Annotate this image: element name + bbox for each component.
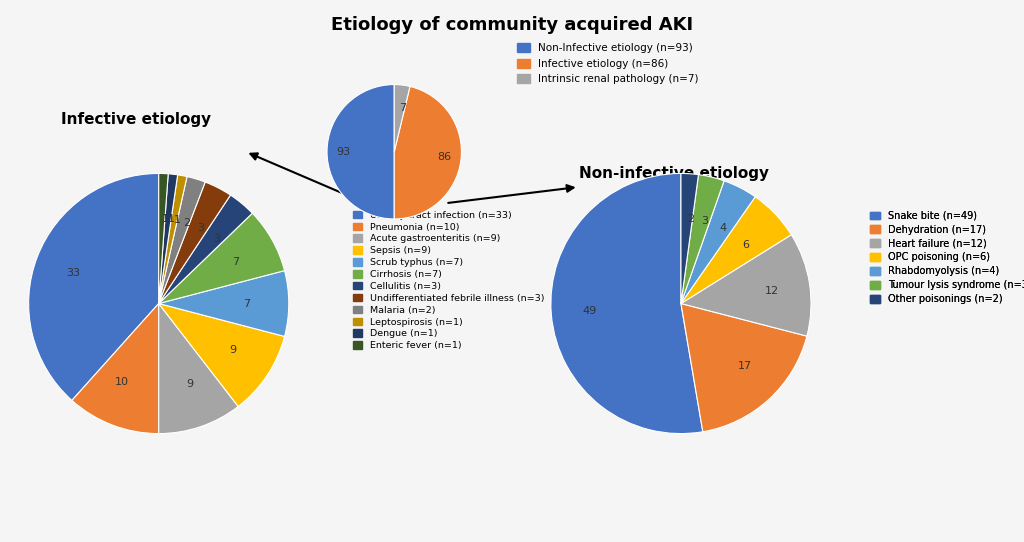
Wedge shape <box>681 181 756 304</box>
Wedge shape <box>159 304 285 406</box>
Text: 7: 7 <box>399 104 407 113</box>
Wedge shape <box>72 304 159 434</box>
Text: 1: 1 <box>168 215 175 224</box>
Text: Non-infective etiology: Non-infective etiology <box>579 166 769 181</box>
Text: 6: 6 <box>742 240 750 250</box>
Text: 33: 33 <box>66 268 80 278</box>
Text: 93: 93 <box>337 147 350 157</box>
Text: 1: 1 <box>162 214 169 224</box>
Wedge shape <box>159 173 168 304</box>
Wedge shape <box>681 175 724 304</box>
Legend: Snake bite (n=49), Dehydration (n=17), Heart failure (n=12), OPC poisoning (n=6): Snake bite (n=49), Dehydration (n=17), H… <box>870 211 1024 304</box>
Text: Infective etiology: Infective etiology <box>61 112 212 127</box>
Text: 4: 4 <box>720 223 727 233</box>
Wedge shape <box>159 195 252 304</box>
Text: Etiology of community acquired AKI: Etiology of community acquired AKI <box>331 16 693 34</box>
Text: 3: 3 <box>700 216 708 227</box>
Wedge shape <box>159 177 205 304</box>
Text: 10: 10 <box>115 377 129 388</box>
Text: 2: 2 <box>687 214 694 224</box>
Text: 17: 17 <box>738 361 753 371</box>
Wedge shape <box>681 197 792 304</box>
Wedge shape <box>159 175 187 304</box>
Text: 3: 3 <box>213 234 220 243</box>
Wedge shape <box>159 270 289 337</box>
Wedge shape <box>159 174 177 304</box>
Text: 7: 7 <box>244 299 251 308</box>
Wedge shape <box>681 235 811 336</box>
Wedge shape <box>681 173 698 304</box>
Text: 7: 7 <box>232 257 240 267</box>
Text: 1: 1 <box>174 215 181 225</box>
Wedge shape <box>327 85 394 219</box>
Wedge shape <box>29 173 159 401</box>
Wedge shape <box>159 213 285 304</box>
Wedge shape <box>159 304 239 434</box>
Wedge shape <box>159 182 230 304</box>
Wedge shape <box>394 86 462 219</box>
Wedge shape <box>551 173 702 434</box>
Text: 86: 86 <box>437 152 452 162</box>
Text: 3: 3 <box>198 223 205 233</box>
Wedge shape <box>394 85 410 152</box>
Text: 12: 12 <box>765 286 778 296</box>
Text: 9: 9 <box>229 345 237 355</box>
Wedge shape <box>681 304 807 432</box>
Text: 49: 49 <box>583 306 597 315</box>
Text: 2: 2 <box>183 217 190 228</box>
Text: 9: 9 <box>186 378 194 389</box>
